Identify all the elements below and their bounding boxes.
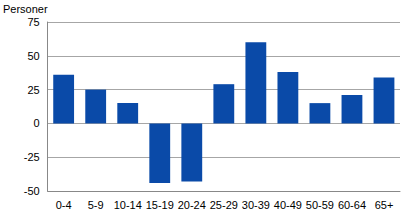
svg-text:50: 50 xyxy=(27,50,39,62)
svg-text:25-29: 25-29 xyxy=(210,199,238,211)
svg-text:50-59: 50-59 xyxy=(306,199,334,211)
svg-text:5-9: 5-9 xyxy=(88,199,104,211)
svg-text:60-64: 60-64 xyxy=(338,199,366,211)
svg-text:0: 0 xyxy=(34,117,40,129)
svg-text:65+: 65+ xyxy=(375,199,394,211)
svg-text:40-49: 40-49 xyxy=(274,199,302,211)
svg-text:0-4: 0-4 xyxy=(56,199,72,211)
svg-text:20-24: 20-24 xyxy=(178,199,206,211)
svg-text:75: 75 xyxy=(27,16,39,28)
svg-text:-25: -25 xyxy=(24,151,40,163)
svg-text:25: 25 xyxy=(27,84,39,96)
svg-text:-50: -50 xyxy=(24,185,40,197)
svg-text:30-39: 30-39 xyxy=(242,199,270,211)
svg-text:Personer: Personer xyxy=(3,3,48,15)
svg-text:10-14: 10-14 xyxy=(114,199,142,211)
svg-text:15-19: 15-19 xyxy=(146,199,174,211)
